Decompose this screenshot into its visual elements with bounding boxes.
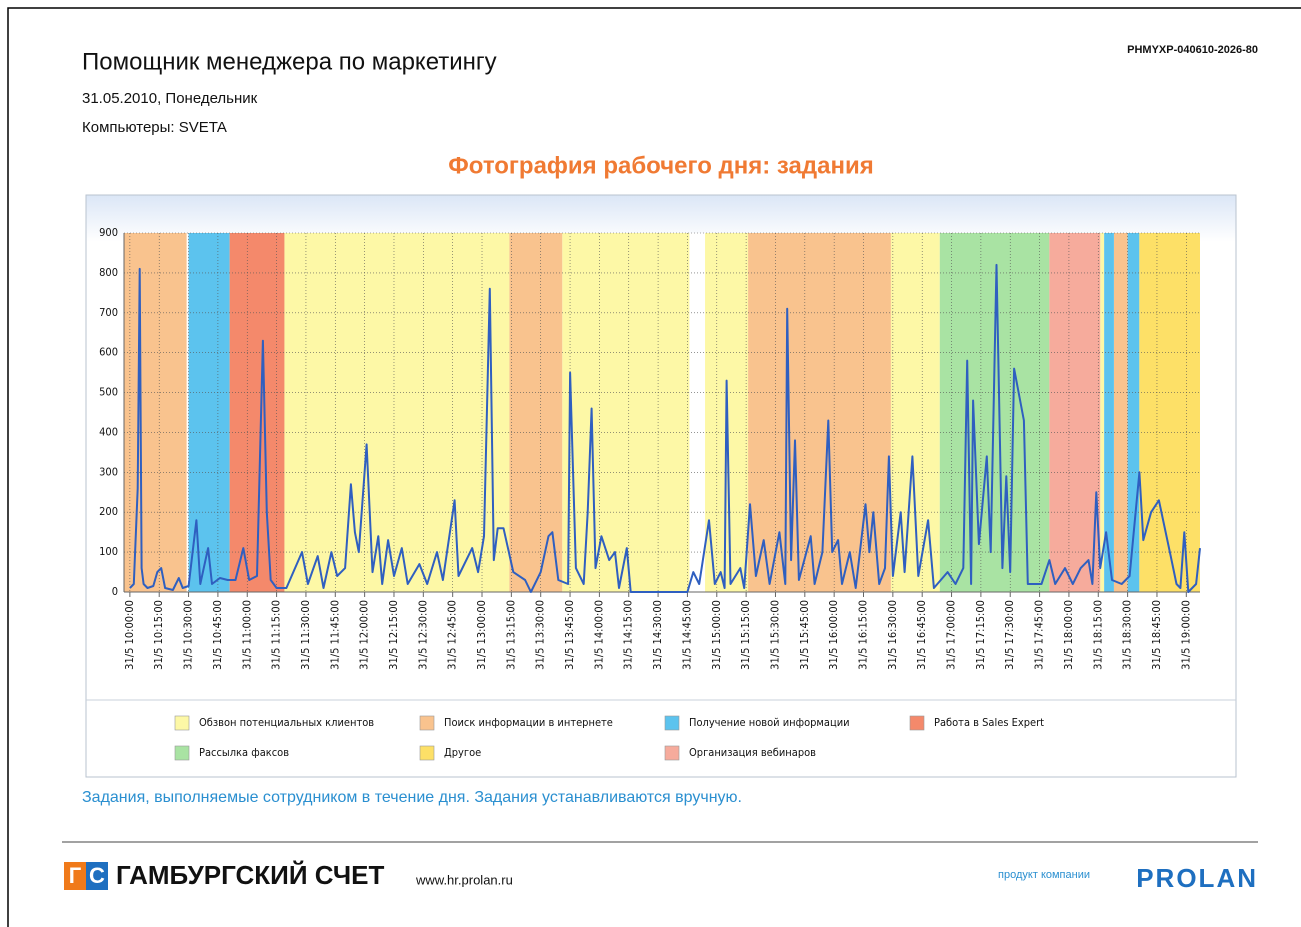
x-tick-label: 31/5 13:45:00: [563, 600, 576, 670]
logo-letter: Г: [69, 863, 82, 888]
x-tick-label: 31/5 11:15:00: [270, 600, 283, 670]
task-band: [1100, 233, 1105, 592]
x-tick-label: 31/5 15:00:00: [710, 600, 723, 670]
x-tick-label: 31/5 12:15:00: [387, 600, 400, 670]
legend-swatch: [664, 715, 680, 731]
task-band: [939, 233, 1050, 592]
x-tick-label: 31/5 17:30:00: [1003, 600, 1016, 670]
x-tick-label: 31/5 18:00:00: [1062, 600, 1075, 670]
y-tick-label: 500: [99, 386, 118, 399]
x-tick-label: 31/5 11:00:00: [240, 600, 253, 670]
x-tick-label: 31/5 15:15:00: [739, 600, 752, 670]
report-code: PHMYXP-040610-2026-80: [1127, 44, 1258, 56]
task-band: [229, 233, 285, 592]
task-band: [1127, 233, 1140, 592]
chart-title: Фотография рабочего дня: задания: [448, 152, 873, 179]
x-tick-label: 31/5 15:30:00: [768, 600, 781, 670]
legend-swatch: [419, 715, 435, 731]
x-tick-label: 31/5 14:00:00: [592, 600, 605, 670]
report-title: Помощник менеджера по маркетингу: [82, 48, 497, 75]
legend-swatch: [419, 745, 435, 761]
x-tick-label: 31/5 10:00:00: [123, 600, 136, 670]
x-tick-label: 31/5 18:45:00: [1150, 600, 1163, 670]
y-tick-label: 300: [99, 465, 118, 478]
y-tick-label: 400: [99, 425, 118, 438]
page-border: [7, 7, 1301, 927]
x-tick-label: 31/5 18:15:00: [1091, 600, 1104, 670]
x-tick-label: 31/5 13:00:00: [475, 600, 488, 670]
task-band: [1049, 233, 1101, 592]
x-tick-label: 31/5 11:45:00: [328, 600, 341, 670]
legend-swatch: [909, 715, 925, 731]
y-tick-label: 600: [99, 346, 118, 359]
y-tick-label: 200: [99, 505, 118, 518]
x-tick-label: 31/5 16:00:00: [827, 600, 840, 670]
legend-label: Другое: [444, 746, 481, 759]
task-band: [748, 233, 891, 592]
x-tick-label: 31/5 12:30:00: [416, 600, 429, 670]
x-tick-label: 31/5 16:15:00: [857, 600, 870, 670]
legend-swatch: [174, 715, 190, 731]
legend-label: Организация вебинаров: [689, 746, 816, 759]
x-tick-label: 31/5 17:15:00: [974, 600, 987, 670]
legend-label: Работа в Sales Expert: [934, 716, 1044, 729]
legend-label: Получение новой информации: [689, 716, 850, 729]
task-band: [124, 233, 187, 592]
brand-url: www.hr.prolan.ru: [415, 872, 513, 887]
chart: 0 100 200 300 400 500 600 700 800 900 31/5 10:00:0…: [99, 226, 1201, 761]
x-tick-label: 31/5 10:30:00: [182, 600, 195, 670]
x-tick-label: 31/5 10:15:00: [152, 600, 165, 670]
y-tick-label: 700: [99, 306, 118, 319]
legend-label: Рассылка факсов: [199, 746, 289, 759]
x-tick-label: 31/5 12:00:00: [358, 600, 371, 670]
x-tick-label: 31/5 12:45:00: [446, 600, 459, 670]
logo-square: [86, 862, 108, 890]
task-band: [1113, 233, 1128, 592]
caption: Задания, выполняемые сотрудником в течен…: [82, 789, 742, 806]
x-tick-label: 31/5 17:00:00: [945, 600, 958, 670]
x-tick-label: 31/5 18:30:00: [1121, 600, 1134, 670]
legend-label: Поиск информации в интернете: [444, 716, 613, 729]
legend-swatch: [174, 745, 190, 761]
logo-square: [64, 862, 86, 890]
data-line: [129, 263, 1201, 593]
x-tick-label: 31/5 11:30:00: [299, 600, 312, 670]
task-band: [284, 233, 510, 592]
x-tick-label: 31/5 13:30:00: [534, 600, 547, 670]
x-tick-label: 31/5 10:45:00: [211, 600, 224, 670]
brand: ГАМБУРГСКИЙ СЧЕТ: [116, 860, 384, 890]
task-band: [562, 233, 690, 592]
report-date: 31.05.2010, Понедельник: [82, 90, 258, 107]
x-tick-label: 31/5 16:30:00: [886, 600, 899, 670]
x-tick-label: 31/5 17:45:00: [1033, 600, 1046, 670]
x-tick-label: 31/5 15:45:00: [798, 600, 811, 670]
y-tick-label: 800: [99, 266, 118, 279]
task-band: [1139, 233, 1200, 592]
legend-swatch: [664, 745, 680, 761]
x-tick-label: 31/5 16:45:00: [915, 600, 928, 670]
x-tick-label: 31/5 14:15:00: [622, 600, 635, 670]
report-computers: Компьютеры: SVETA: [82, 119, 227, 136]
vendor-text: продукт компании: [998, 869, 1090, 881]
y-tick-label: 0: [112, 585, 118, 598]
task-band: [1104, 233, 1114, 592]
x-tick-label: 31/5 13:15:00: [504, 600, 517, 670]
vendor-logo: PROLAN: [1136, 863, 1258, 893]
task-band: [509, 233, 563, 592]
legend-label: Обзвон потенциальных клиентов: [199, 716, 374, 729]
x-tick-label: 31/5 19:00:00: [1179, 600, 1192, 670]
x-tick-label: 31/5 14:30:00: [651, 600, 664, 670]
x-tick-label: 31/5 14:45:00: [680, 600, 693, 670]
y-tick-label: 900: [99, 226, 118, 239]
y-tick-label: 100: [99, 545, 118, 558]
logo-letter: С: [89, 863, 105, 888]
